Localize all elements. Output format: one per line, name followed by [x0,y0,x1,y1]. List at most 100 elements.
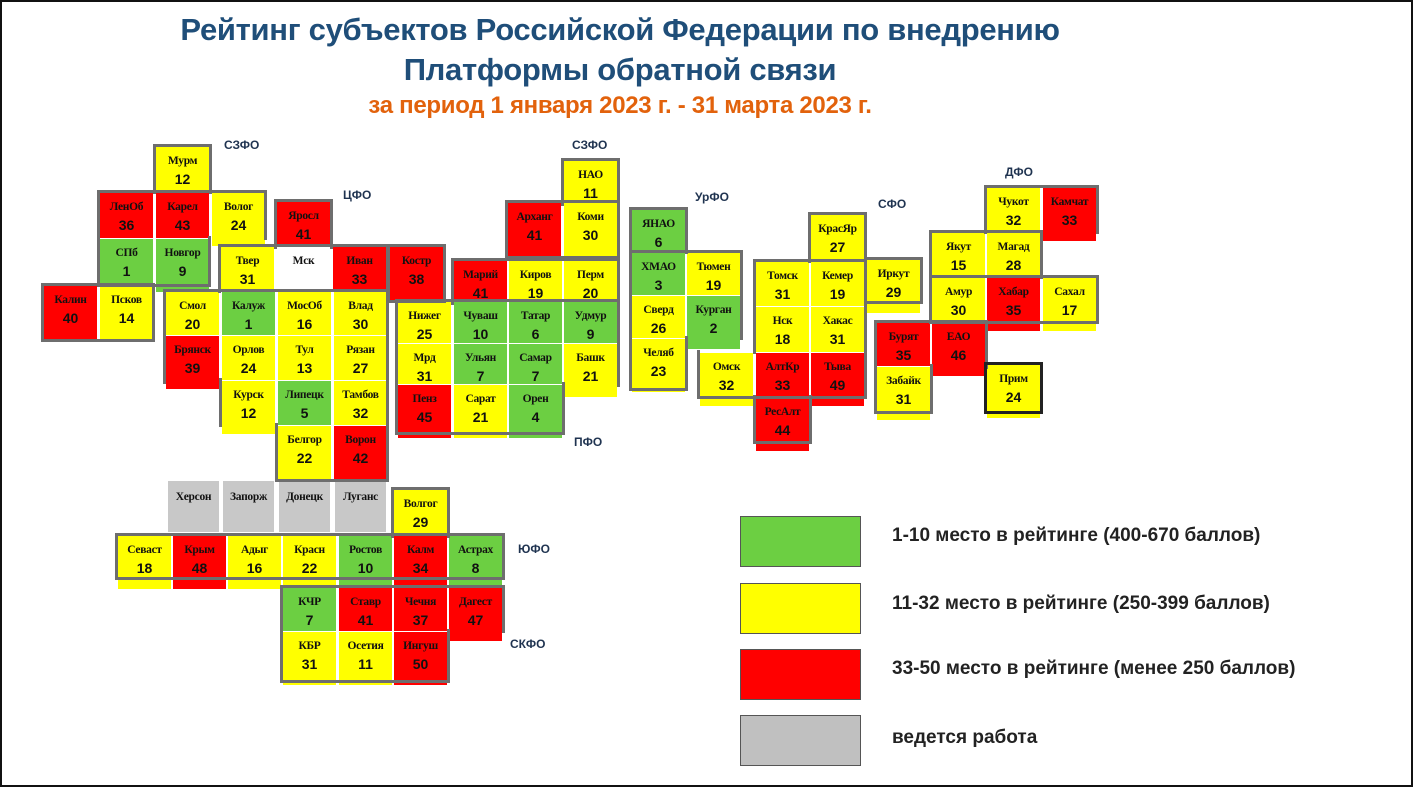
region-name: Мрд [413,352,436,364]
region-rank: 9 [586,326,595,342]
region-name: Сарат [465,393,496,405]
region-rank: 50 [412,656,429,672]
district-label: СЗФО [572,138,608,152]
legend-label-green: 1-10 место в рейтинге (400-670 баллов) [892,525,1261,546]
region-name: Севаст [127,544,162,556]
region-rank: 41 [526,227,543,243]
region-rank: 33 [351,271,368,287]
region-rank: 35 [895,347,912,363]
region-cell: Ингуш 50 [393,631,448,686]
region-name: Камчат [1050,196,1089,208]
region-name: Красн [294,544,325,556]
region-cell: ЛенОб 36 [99,192,154,247]
region-name: Томск [767,270,798,282]
region-cell: Адыг 16 [227,535,282,590]
region-cell: Забайк 31 [876,366,931,421]
region-rank: 41 [357,612,374,628]
region-cell: Луганс [333,479,388,534]
region-cell: Костр 38 [389,246,444,301]
region-name: КЧР [298,596,321,608]
region-rank: 33 [774,377,791,393]
region-rank: 41 [295,226,312,242]
district-label: УрФО [695,190,729,204]
region-name: Тул [295,344,314,356]
region-name: Ингуш [403,640,438,652]
region-name: Волог [223,201,254,213]
region-name: Курган [695,304,732,316]
region-rank: 31 [774,286,791,302]
region-rank: 37 [412,612,429,628]
region-name: Смол [179,300,206,312]
region-name: Костр [401,255,432,267]
region-rank: 12 [174,171,191,187]
region-name: Запорж [230,491,267,503]
district-label: ЮФО [518,542,550,556]
region-rank: 14 [118,310,135,326]
district-label: СФО [878,197,907,211]
region-rank: 10 [357,560,374,576]
region-cell: Тыва 49 [810,352,865,407]
region-name: Мурм [167,155,198,167]
legend-label-red: 33-50 место в рейтинге (менее 250 баллов… [892,658,1296,679]
region-rank: 47 [467,612,484,628]
region-name: Забайк [886,375,921,387]
region-name: Тыва [824,361,851,373]
region-cell: Ростов 10 [338,535,393,590]
region-name: Орен [522,393,549,405]
region-rank: 34 [412,560,429,576]
region-rank: 24 [230,217,247,233]
region-name: Бурят [888,331,919,343]
region-cell: Волог 24 [211,192,266,247]
region-name: Якут [946,241,971,253]
region-rank: 25 [416,326,433,342]
region-rank: 29 [885,284,902,300]
region-name: Прим [999,373,1028,385]
region-name: Сверд [643,304,674,316]
region-cell: Астрах 8 [448,535,503,590]
region-name: Дагест [459,596,492,608]
region-cell: Орен 4 [508,384,563,439]
region-rank: 17 [1061,302,1078,318]
region-cell: Омск 32 [699,352,754,407]
region-rank: 21 [472,409,489,425]
region-rank: 18 [774,331,791,347]
region-rank: 45 [416,409,433,425]
region-name: Адыг [240,544,269,556]
region-cell: РесАлт 44 [755,397,810,452]
region-name: Астрах [457,544,493,556]
region-name: Влад [348,300,373,312]
region-rank: 19 [829,286,846,302]
region-name: АлтКр [765,361,800,373]
region-rank: 16 [296,316,313,332]
region-rank: 11 [583,185,598,201]
region-rank: 31 [416,368,433,384]
region-rank: 18 [136,560,153,576]
region-cell: Крым 48 [172,535,227,590]
region-name: Арханг [516,211,553,223]
region-name: Твер [235,255,260,267]
region-rank: 7 [531,368,540,384]
district-label: ЦФО [343,188,372,202]
region-name: Челяб [643,347,674,359]
legend-swatch-red [740,649,861,700]
region-cell: Донецк [277,479,332,534]
region-name: Луганс [343,491,378,503]
chart-title-line1: Рейтинг субъектов Российской Федерации п… [180,12,1060,47]
region-cell: Курган 2 [686,295,741,350]
region-name: Сахал [1054,286,1085,298]
region-rank: 8 [471,560,480,576]
region-rank: 26 [650,320,667,336]
region-rank: 7 [476,368,485,384]
region-cell: Камчат 33 [1042,187,1097,242]
legend-swatch-gray [740,715,861,766]
region-cell: Калин 40 [43,285,98,340]
region-name: ЛенОб [109,201,144,213]
region-rank: 44 [774,422,791,438]
region-name: Омск [712,361,741,373]
region-rank: 20 [582,285,599,301]
region-name: Курск [233,389,264,401]
region-name: Тамбов [342,389,379,401]
region-name: Липецк [285,389,324,401]
region-name: Башк [576,352,605,364]
region-name: Крым [184,544,215,556]
